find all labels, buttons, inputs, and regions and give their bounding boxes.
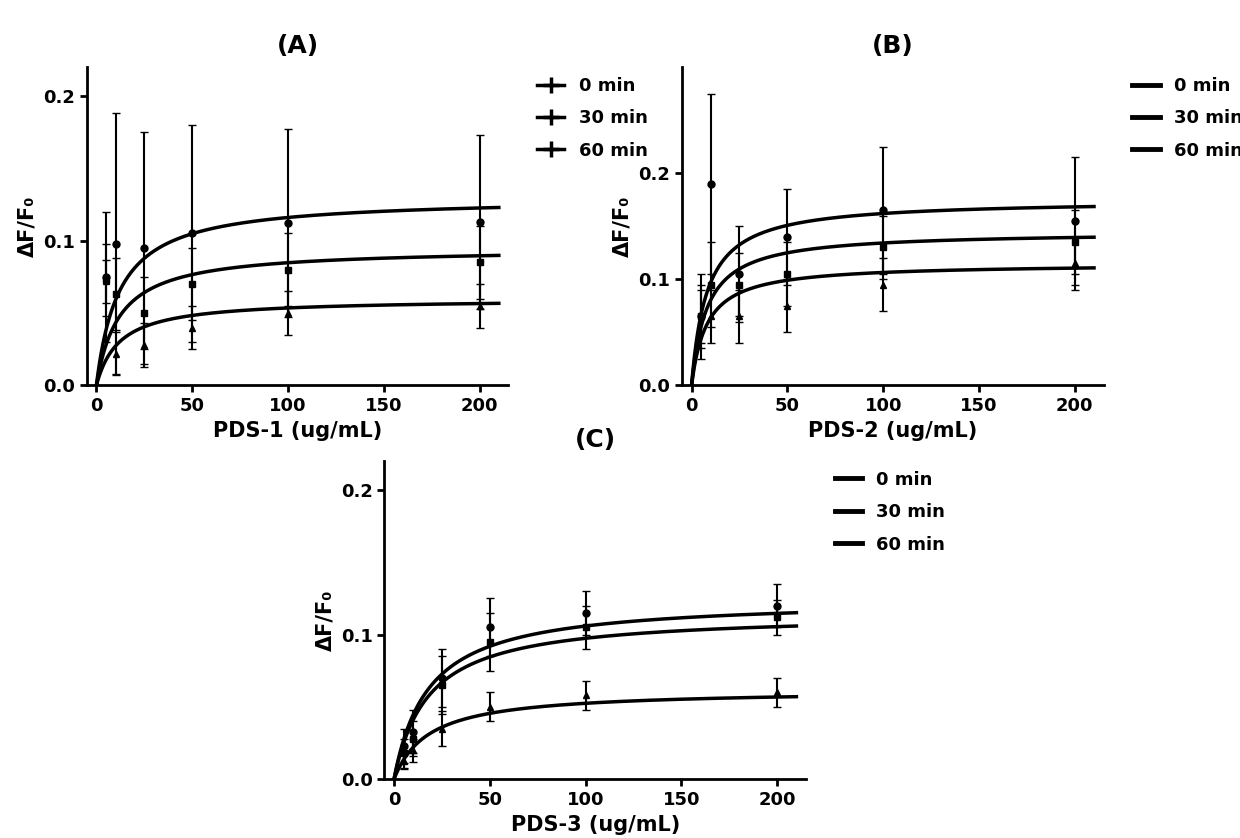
X-axis label: PDS-3 (ug/mL): PDS-3 (ug/mL) (511, 815, 680, 835)
Title: (A): (A) (277, 34, 319, 58)
Y-axis label: ΔF/F₀: ΔF/F₀ (315, 589, 335, 651)
Legend: 0 min, 30 min, 60 min: 0 min, 30 min, 60 min (827, 463, 952, 561)
Y-axis label: ΔF/F₀: ΔF/F₀ (17, 195, 37, 257)
Title: (B): (B) (872, 34, 914, 58)
Title: (C): (C) (574, 428, 616, 452)
Legend: 0 min, 30 min, 60 min: 0 min, 30 min, 60 min (529, 70, 655, 167)
X-axis label: PDS-2 (ug/mL): PDS-2 (ug/mL) (808, 421, 977, 441)
Y-axis label: ΔF/F₀: ΔF/F₀ (613, 195, 632, 257)
Legend: 0 min, 30 min, 60 min: 0 min, 30 min, 60 min (1125, 70, 1240, 167)
X-axis label: PDS-1 (ug/mL): PDS-1 (ug/mL) (213, 421, 382, 441)
